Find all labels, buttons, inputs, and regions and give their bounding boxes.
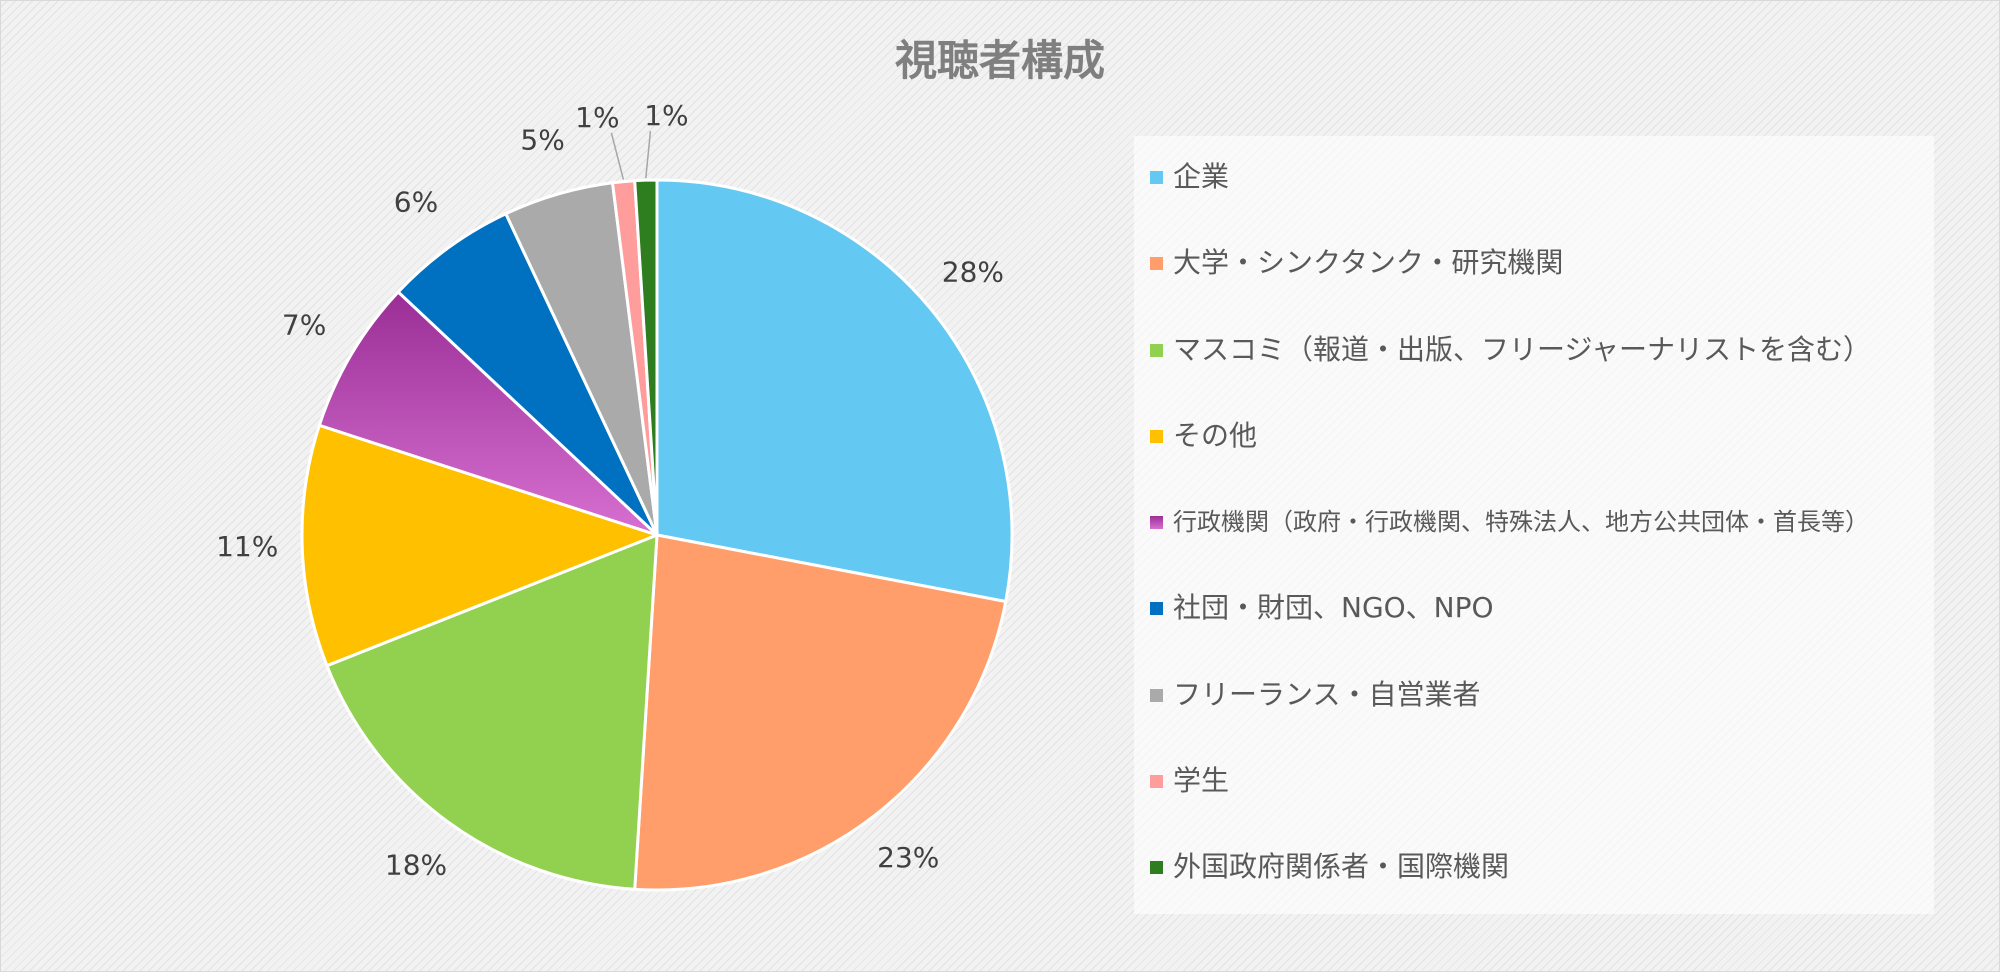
legend-item: 社団・財団、NGO、NPO	[1134, 585, 1934, 671]
legend-swatch	[1150, 688, 1163, 702]
data-label: 28%	[942, 256, 1004, 289]
legend-swatch	[1150, 257, 1163, 271]
leader-line	[645, 131, 652, 179]
legend-label: マスコミ（報道・出版、フリージャーナリストを含む）	[1173, 332, 1872, 366]
leader-line	[610, 132, 625, 180]
data-label: 1%	[575, 101, 619, 134]
data-label: 18%	[385, 849, 447, 882]
legend-swatch	[1150, 343, 1163, 357]
legend-swatch	[1150, 775, 1163, 789]
legend-swatch	[1150, 516, 1163, 530]
legend-item: 行政機関（政府・行政機関、特殊法人、地方公共団体・首長等）	[1134, 499, 1934, 585]
legend-item: マスコミ（報道・出版、フリージャーナリストを含む）	[1134, 327, 1934, 413]
legend-label: フリーランス・自営業者	[1173, 677, 1481, 711]
legend-item: その他	[1134, 413, 1934, 499]
pie-slice	[317, 289, 659, 537]
pie-slice	[633, 533, 1008, 892]
legend-swatch	[1150, 171, 1163, 184]
data-label: 11%	[216, 530, 278, 563]
legend-label: 大学・シンクタンク・研究機関	[1173, 246, 1564, 280]
legend: 企業大学・シンクタンク・研究機関マスコミ（報道・出版、フリージャーナリストを含む…	[1134, 136, 1934, 914]
legend-item: 企業	[1134, 154, 1934, 240]
pie-slice	[396, 211, 659, 537]
legend-swatch	[1150, 861, 1163, 875]
data-label: 6%	[394, 185, 438, 218]
legend-label: 学生	[1173, 764, 1230, 798]
legend-label: 企業	[1173, 160, 1230, 193]
legend-label: その他	[1173, 418, 1258, 452]
data-label: 23%	[877, 841, 939, 874]
legend-label: 社団・財団、NGO、NPO	[1173, 591, 1494, 625]
legend-item: フリーランス・自営業者	[1134, 672, 1934, 758]
legend-swatch	[1150, 602, 1163, 616]
data-label: 5%	[520, 123, 564, 156]
pie-slice	[633, 178, 659, 536]
pie-slice	[655, 178, 1014, 604]
pie-slice	[324, 532, 659, 891]
legend-item: 外国政府関係者・国際機関	[1134, 844, 1934, 930]
legend-label: 行政機関（政府・行政機関、特殊法人、地方公共団体・首長等）	[1173, 508, 1869, 537]
legend-label: 外国政府関係者・国際機関	[1173, 850, 1510, 884]
legend-swatch	[1150, 429, 1163, 443]
legend-item: 学生	[1134, 758, 1934, 844]
data-label: 1%	[644, 99, 688, 132]
chart-title: 視聴者構成	[894, 36, 1105, 85]
pie-slice	[300, 423, 662, 668]
data-label: 7%	[282, 308, 326, 341]
pie-chart: 28% 23% 18% 11% 7% 6% 5% 1% 1%	[216, 99, 1014, 892]
legend-item: 大学・シンクタンク・研究機関	[1134, 240, 1934, 326]
